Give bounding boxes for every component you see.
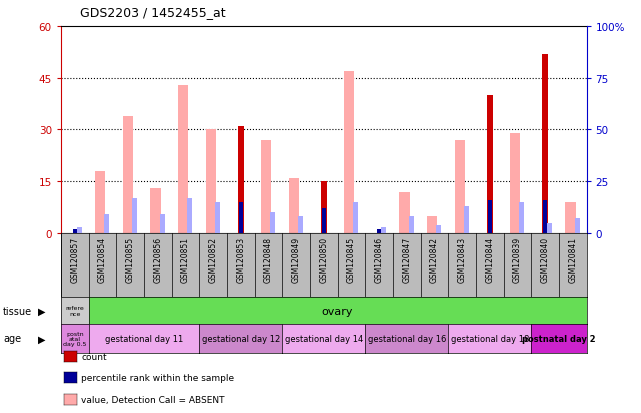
- Text: ovary: ovary: [322, 306, 353, 316]
- Bar: [454, 140, 465, 233]
- Text: GSM120840: GSM120840: [540, 237, 549, 282]
- Bar: [574, 219, 579, 233]
- Text: value, Detection Call = ABSENT: value, Detection Call = ABSENT: [81, 395, 225, 404]
- Text: gestational day 14: gestational day 14: [285, 334, 363, 343]
- Bar: [519, 202, 524, 233]
- Text: GSM120853: GSM120853: [237, 237, 246, 282]
- Text: GSM120847: GSM120847: [402, 237, 411, 282]
- Bar: [399, 192, 410, 233]
- Bar: [104, 215, 110, 233]
- Bar: [377, 229, 381, 233]
- Text: gestational day 18: gestational day 18: [451, 334, 529, 343]
- Text: GSM120850: GSM120850: [319, 237, 328, 282]
- Bar: [344, 71, 354, 233]
- Text: GSM120845: GSM120845: [347, 237, 356, 282]
- Bar: [215, 202, 220, 233]
- Bar: [464, 206, 469, 233]
- Bar: [547, 223, 552, 233]
- Text: ▶: ▶: [38, 306, 46, 316]
- Text: count: count: [81, 352, 107, 361]
- Text: percentile rank within the sample: percentile rank within the sample: [81, 373, 235, 382]
- Text: GSM120852: GSM120852: [208, 237, 217, 282]
- Bar: [187, 198, 192, 233]
- Bar: [437, 225, 441, 233]
- Bar: [322, 209, 326, 233]
- Text: postnatal day 2: postnatal day 2: [522, 334, 595, 343]
- Text: GSM120848: GSM120848: [264, 237, 273, 282]
- Bar: [238, 127, 244, 233]
- Text: gestational day 16: gestational day 16: [367, 334, 446, 343]
- Bar: [408, 217, 413, 233]
- Text: GDS2203 / 1452455_at: GDS2203 / 1452455_at: [80, 6, 226, 19]
- Text: tissue: tissue: [3, 306, 32, 316]
- Text: GSM120856: GSM120856: [153, 237, 162, 282]
- Text: GSM120844: GSM120844: [485, 237, 494, 282]
- Text: GSM120851: GSM120851: [181, 237, 190, 282]
- Bar: [565, 202, 576, 233]
- Bar: [488, 200, 492, 233]
- Bar: [261, 140, 271, 233]
- Bar: [381, 227, 386, 233]
- Bar: [122, 116, 133, 233]
- Text: GSM120842: GSM120842: [430, 237, 439, 282]
- Text: GSM120839: GSM120839: [513, 237, 522, 282]
- Bar: [178, 85, 188, 233]
- Bar: [239, 202, 243, 233]
- Text: age: age: [3, 334, 21, 344]
- Bar: [150, 189, 161, 233]
- Bar: [427, 216, 437, 233]
- Bar: [353, 202, 358, 233]
- Text: ▶: ▶: [38, 334, 46, 344]
- Bar: [543, 200, 547, 233]
- Text: refere
nce: refere nce: [65, 305, 84, 316]
- Text: gestational day 12: gestational day 12: [201, 334, 280, 343]
- Bar: [206, 130, 216, 233]
- Bar: [510, 133, 520, 233]
- Text: GSM120857: GSM120857: [71, 237, 79, 282]
- Text: GSM120843: GSM120843: [458, 237, 467, 282]
- Bar: [288, 178, 299, 233]
- Bar: [298, 217, 303, 233]
- Text: GSM120846: GSM120846: [374, 237, 383, 282]
- Text: GSM120849: GSM120849: [292, 237, 301, 282]
- Text: GSM120855: GSM120855: [126, 237, 135, 282]
- Bar: [160, 215, 165, 233]
- Bar: [132, 198, 137, 233]
- Bar: [73, 229, 77, 233]
- Bar: [95, 171, 105, 233]
- Text: postn
atal
day 0.5: postn atal day 0.5: [63, 331, 87, 347]
- Bar: [542, 55, 548, 233]
- Text: gestational day 11: gestational day 11: [104, 334, 183, 343]
- Bar: [271, 213, 275, 233]
- Text: GSM120854: GSM120854: [98, 237, 107, 282]
- Bar: [320, 182, 327, 233]
- Bar: [77, 227, 81, 233]
- Bar: [487, 96, 493, 233]
- Text: GSM120841: GSM120841: [568, 237, 577, 282]
